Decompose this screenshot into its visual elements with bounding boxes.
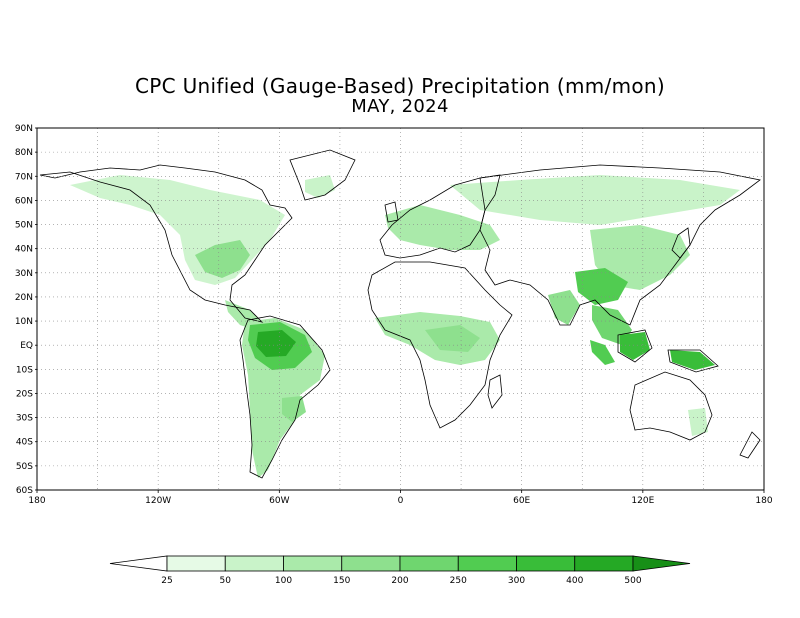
precip-amazon-core (256, 330, 296, 357)
legend-label: 150 (333, 576, 350, 586)
coastlines (39, 149, 761, 479)
legend-label: 100 (275, 576, 292, 586)
legend-arrow-high (632, 555, 691, 572)
precip-greenland (305, 175, 335, 198)
legend-swatch (457, 555, 517, 572)
coast-africa (367, 261, 513, 429)
longitude-labels: 180 120W 60W 0 60E 120E 180 (28, 490, 773, 506)
precip-east-asia (590, 225, 690, 290)
longitude-label: 60W (269, 496, 289, 506)
latitude-label: EQ (20, 341, 33, 351)
legend-swatch (516, 555, 576, 572)
precipitation-field (70, 175, 740, 478)
latitude-label: 20S (16, 389, 33, 399)
legend-swatch (224, 555, 284, 572)
legend-arrow-low (109, 555, 168, 572)
latitude-label: 50N (15, 221, 33, 231)
coast-madagascar (487, 374, 503, 409)
coast-south-america (239, 315, 331, 479)
latitude-label: 30N (15, 269, 33, 279)
latitude-label: 50S (16, 462, 33, 472)
latitude-label: 40N (15, 245, 33, 255)
coast-borneo (617, 329, 653, 363)
legend-label: 250 (450, 576, 467, 586)
coast-europe (379, 174, 501, 259)
precip-europe (385, 205, 500, 250)
latitude-label: 20N (15, 293, 33, 303)
precip-india (548, 290, 580, 325)
coast-uk (384, 201, 399, 223)
latitude-label: 90N (15, 124, 33, 134)
precip-borneo (620, 332, 650, 360)
coast-north-america (39, 164, 293, 323)
latitude-label: 70N (15, 172, 33, 182)
precip-central-africa (425, 325, 480, 352)
longitude-label: 180 (28, 496, 45, 506)
map-title: CPC Unified (Gauge-Based) Precipitation … (135, 74, 665, 98)
longitude-label: 60E (513, 496, 530, 506)
longitude-label: 120E (631, 496, 654, 506)
coast-australia (629, 371, 713, 441)
latitude-labels: 90N 80N 70N 60N 50N 40N 30N 20N 10N EQ 10S 20S 30S 40… (15, 124, 37, 496)
legend-label: 300 (508, 576, 525, 586)
legend-label: 200 (391, 576, 408, 586)
legend-swatch (574, 555, 634, 572)
legend-label: 500 (624, 576, 641, 586)
precip-north-america (70, 175, 285, 285)
map-subtitle: MAY, 2024 (351, 96, 449, 117)
lat-lon-grid (37, 128, 764, 490)
coast-asia (479, 164, 761, 326)
latitude-label: 80N (15, 148, 33, 158)
latitude-label: 10S (16, 365, 33, 375)
longitude-label: 0 (398, 496, 404, 506)
legend-label: 400 (566, 576, 583, 586)
coast-japan (671, 227, 691, 259)
latitude-label: 10N (15, 317, 33, 327)
precip-east-us (195, 240, 250, 278)
precip-se-australia (688, 408, 708, 436)
legend-swatch (341, 555, 401, 572)
latitude-label: 60S (16, 486, 33, 496)
legend-swatch (166, 555, 226, 572)
precip-siberia (450, 175, 740, 225)
longitude-label: 120W (145, 496, 171, 506)
latitude-label: 40S (16, 438, 33, 448)
legend-label: 50 (220, 576, 232, 586)
precipitation-legend: 25 50 100 150 200 250 300 400 500 (109, 555, 691, 586)
precip-se-brazil (282, 396, 306, 422)
precip-new-guinea (670, 350, 715, 370)
coast-new-guinea (667, 349, 719, 373)
legend-swatch (283, 555, 343, 572)
precip-sumatra (590, 340, 615, 365)
coast-new-zealand (739, 431, 761, 459)
legend-label: 25 (161, 576, 172, 586)
legend-swatch (399, 555, 459, 572)
latitude-label: 30S (16, 414, 33, 424)
coast-greenland (289, 149, 356, 201)
latitude-label: 60N (15, 196, 33, 206)
precip-south-china (575, 268, 628, 305)
longitude-label: 180 (755, 496, 772, 506)
